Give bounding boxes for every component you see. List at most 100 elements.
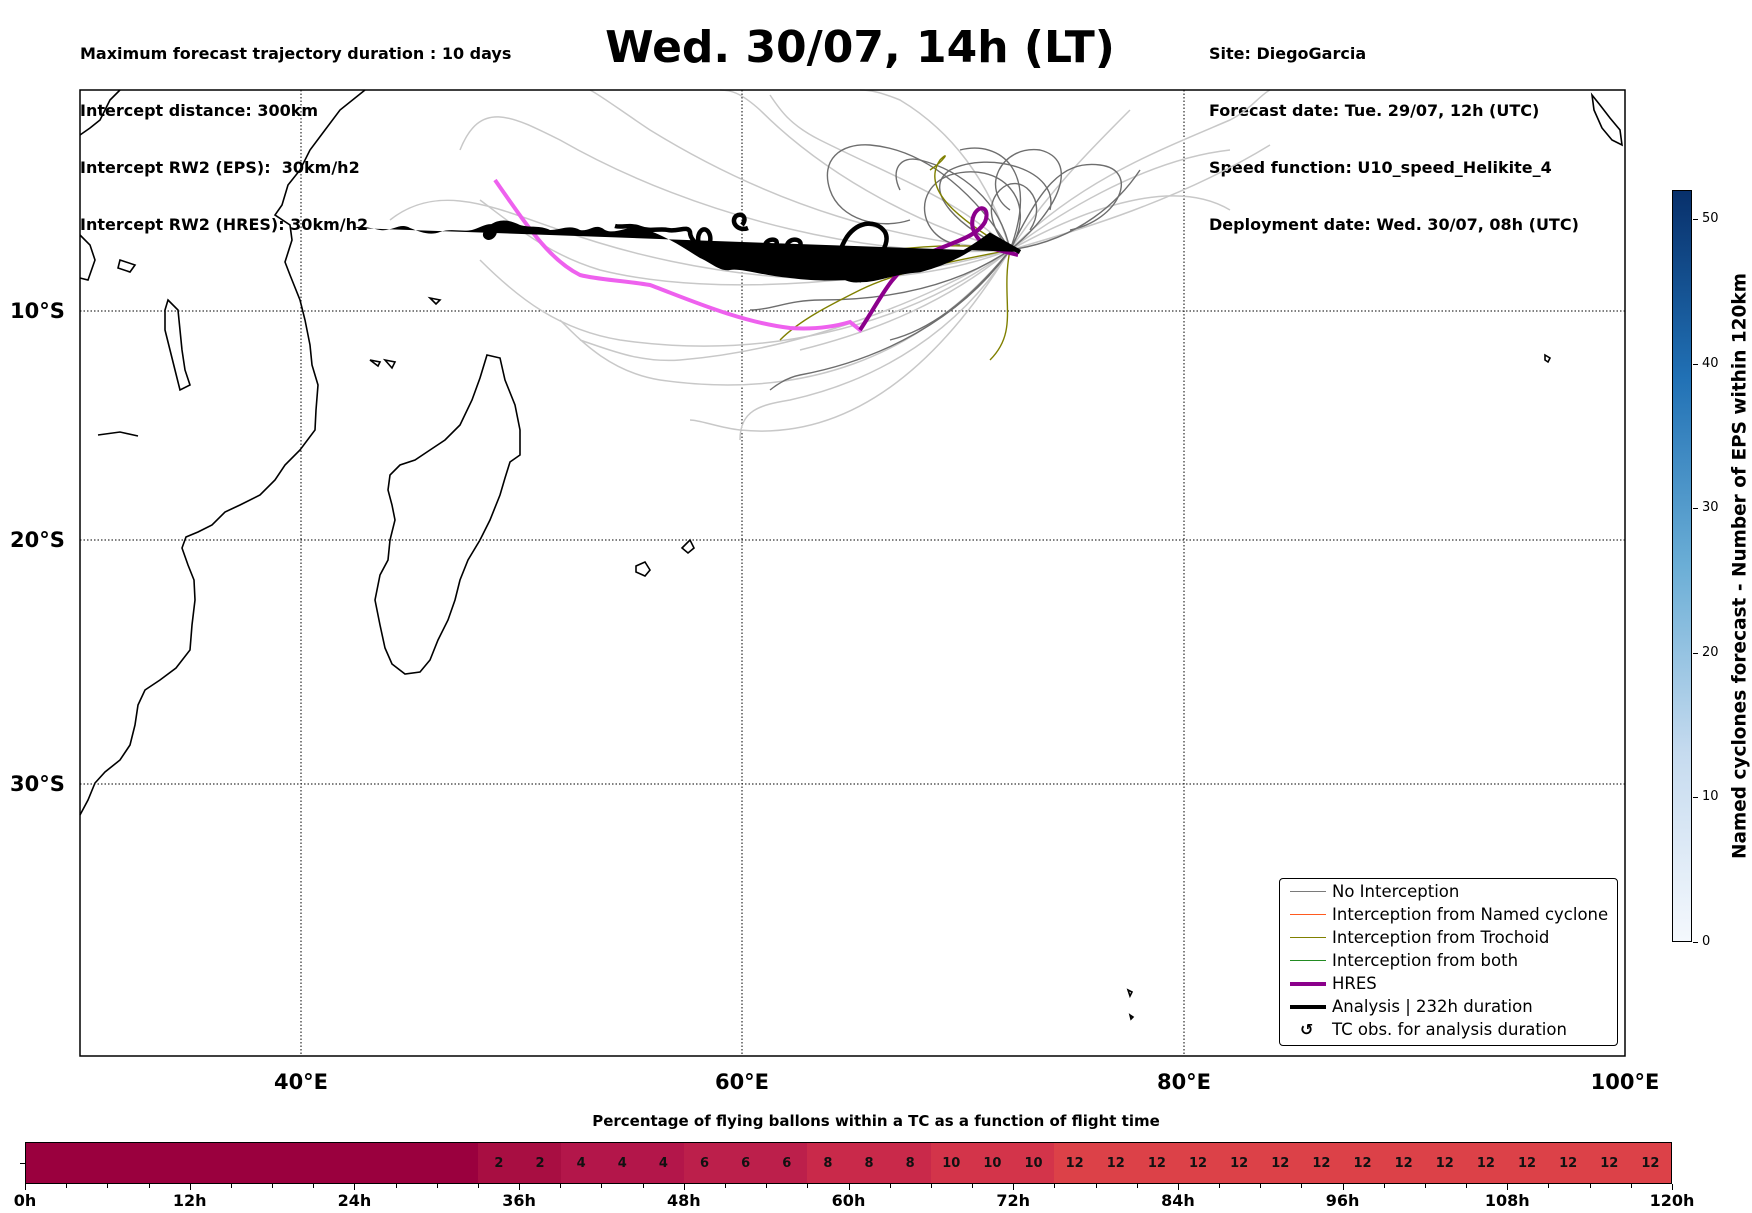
bottom-bar-tick [972,1184,974,1188]
colorbar [1672,190,1692,942]
bottom-bar-cell: 2 [478,1143,520,1183]
bottom-bar-cell: 12 [1547,1143,1589,1183]
eps-track [589,89,1011,251]
hres-track-purple [858,206,1019,332]
legend-label: Interception from Named cyclone [1332,905,1609,924]
eps-track [389,199,1011,280]
bottom-bar-tick [107,1184,109,1188]
bottom-bar-tick [1630,1184,1632,1188]
colorbar-tick [1693,942,1698,943]
eps-track [1009,169,1141,251]
bottom-bar-tick [313,1184,315,1188]
bottom-bar-cell: 10 [1013,1143,1055,1183]
legend-label: Interception from both [1332,951,1519,970]
eps-track [1009,144,1271,251]
header-right: Site: DiegoGarcia Forecast date: Tue. 29… [1209,6,1579,253]
bottom-bar-cell: 4 [601,1143,643,1183]
legend-label: Interception from Trochoid [1332,928,1550,947]
bottom-bar-tick-label: 96h [1325,1191,1360,1210]
bottom-bar-cell: 12 [1095,1143,1137,1183]
eps-track [769,249,1011,391]
bottom-bar-tick [1260,1184,1262,1188]
bottom-bar-tick [230,1184,232,1188]
eps-track [1009,195,1231,251]
lat-label: 30°S [10,772,65,796]
coastlines [79,89,1623,1021]
small-island-4 [1128,1013,1135,1021]
legend-item: Interception from both [1280,950,1617,972]
bottom-bar-tick [1136,1184,1138,1188]
legend-swatch [1290,914,1326,915]
bottom-bar-left-tick [20,1163,25,1164]
seychelles-island [117,258,137,273]
bottom-bar-cell: 12 [1177,1143,1219,1183]
bottom-bar-tick [724,1184,726,1188]
bottom-bar-tick [807,1184,809,1188]
bottom-bar-cell: 4 [560,1143,602,1183]
legend-item: ↺ TC obs. for analysis duration [1280,1019,1617,1041]
bottom-bar-cell [313,1143,355,1183]
bottom-bar-tick-label: 48h [666,1191,701,1210]
bottom-bar: 2 2 4 4 4 6 6 6 8 8 8 10 10 10 12 12 12 12 12 12 12 12 12 12 12 1… [25,1142,1672,1184]
analysis-track-curl [731,212,803,256]
bottom-bar-cell [149,1143,191,1183]
bottom-bar-cell: 12 [1259,1143,1301,1183]
header-right-line: Forecast date: Tue. 29/07, 12h (UTC) [1209,101,1540,120]
bottom-bar-tick [1466,1184,1468,1188]
legend-label: TC obs. for analysis duration [1332,1020,1567,1039]
bottom-bar-tick [354,1184,356,1190]
bottom-bar-tick [1424,1184,1426,1188]
bottom-bar-tick [189,1184,191,1190]
bottom-bar-cell [437,1143,479,1183]
bottom-bar-cell: 2 [519,1143,561,1183]
bottom-bar-cell: 6 [725,1143,767,1183]
bottom-bar-tick [25,1184,26,1190]
legend-item: Analysis | 232h duration [1280,996,1617,1018]
small-island-1 [1590,92,1623,147]
eps-track [719,89,1011,251]
cape-island [97,431,139,437]
bottom-bar-cell: 12 [1054,1143,1096,1183]
colorbar-tick-label: 30 [1702,500,1719,516]
bottom-bar-tick-label: 24h [337,1191,372,1210]
trochoid-track [989,249,1011,361]
header-right-line: Speed function: U10_speed_Helikite_4 [1209,158,1552,177]
bottom-bar-cell: 8 [889,1143,931,1183]
bottom-bar-tick-label: 108h [1484,1191,1530,1210]
eps-track [889,249,1011,341]
bottom-bar-tick [1589,1184,1591,1188]
bottom-bar-cell [396,1143,438,1183]
bottom-bar-cell: 8 [848,1143,890,1183]
trochoid-track [779,249,1011,341]
legend-item: No Interception [1280,881,1617,903]
bottom-bar-tick [1342,1184,1344,1190]
bottom-bar-cell: 12 [1342,1143,1384,1183]
bottom-bar-title: Percentage of flying ballons within a TC… [592,1112,1160,1130]
eps-track [895,158,1011,251]
bottom-bar-tick [930,1184,932,1188]
bottom-bar-cell: 12 [1629,1143,1671,1183]
bottom-bar-tick-label: 36h [502,1191,536,1210]
bottom-bar-cell [108,1143,150,1183]
bottom-bar-tick [766,1184,768,1188]
legend-swatch [1290,1005,1326,1009]
bottom-bar-cell: 6 [684,1143,726,1183]
map-title: Wed. 30/07, 14h (LT) [605,22,1115,73]
mauritius-island [635,560,651,577]
legend-item: Interception from Named cyclone [1280,904,1617,926]
header-left-line: Intercept RW2 (HRES): 30km/h2 [80,215,369,234]
bottom-bar-tick [1507,1184,1509,1190]
lon-label: 60°E [714,1070,770,1094]
bottom-bar-tick [642,1184,644,1188]
trochoid-track [929,155,1011,251]
bottom-bar-tick [683,1184,685,1190]
header-right-line: Deployment date: Wed. 30/07, 08h (UTC) [1209,215,1579,234]
comoros-island [164,298,191,392]
eps-track [1009,109,1131,251]
bottom-bar-tick [560,1184,562,1188]
bottom-bar-cell: 12 [1136,1143,1178,1183]
bottom-bar-cell [355,1143,397,1183]
bottom-bar-tick [1054,1184,1056,1188]
eps-track [579,249,1011,362]
